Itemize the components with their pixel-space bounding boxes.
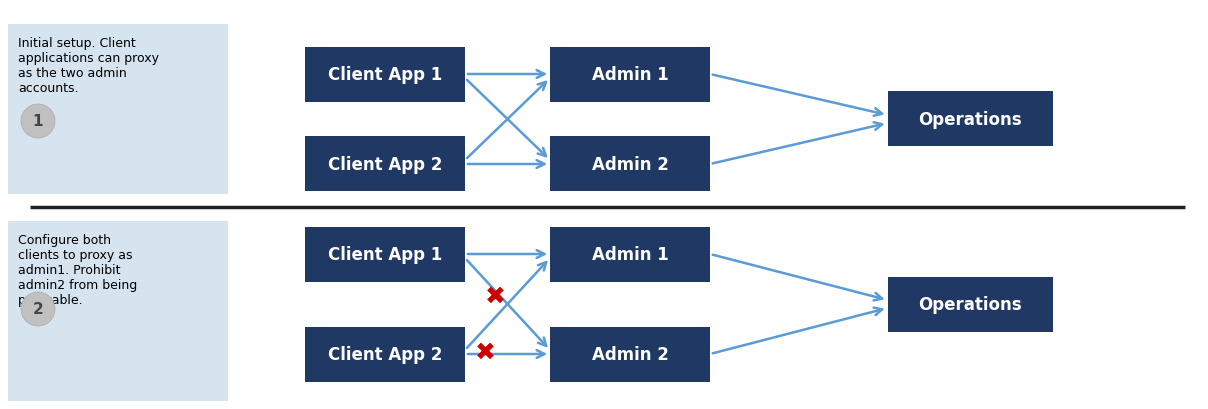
- Text: Operations: Operations: [918, 295, 1022, 313]
- FancyBboxPatch shape: [888, 277, 1052, 332]
- Text: Configure both
clients to proxy as
admin1. Prohibit
admin2 from being
proxyable.: Configure both clients to proxy as admin…: [18, 234, 138, 306]
- Text: Initial setup. Client
applications can proxy
as the two admin
accounts.: Initial setup. Client applications can p…: [18, 37, 159, 95]
- Text: 1: 1: [33, 114, 43, 129]
- Text: Client App 1: Client App 1: [327, 66, 442, 84]
- FancyBboxPatch shape: [550, 47, 710, 102]
- Circle shape: [21, 105, 56, 139]
- FancyBboxPatch shape: [888, 92, 1052, 147]
- FancyBboxPatch shape: [304, 327, 465, 382]
- FancyBboxPatch shape: [304, 47, 465, 102]
- FancyBboxPatch shape: [550, 227, 710, 282]
- Text: Client App 2: Client App 2: [327, 345, 442, 363]
- Text: Admin 1: Admin 1: [592, 66, 668, 84]
- FancyBboxPatch shape: [304, 227, 465, 282]
- Text: Admin 2: Admin 2: [592, 155, 668, 173]
- FancyBboxPatch shape: [8, 25, 228, 195]
- Text: Operations: Operations: [918, 111, 1022, 129]
- Text: 2: 2: [33, 302, 43, 317]
- Text: Admin 2: Admin 2: [592, 345, 668, 363]
- Text: Client App 1: Client App 1: [327, 245, 442, 263]
- Text: Client App 2: Client App 2: [327, 155, 442, 173]
- Text: ✖: ✖: [484, 284, 506, 308]
- FancyBboxPatch shape: [550, 327, 710, 382]
- Text: Admin 1: Admin 1: [592, 245, 668, 263]
- Text: ✖: ✖: [475, 340, 496, 364]
- FancyBboxPatch shape: [304, 137, 465, 192]
- Circle shape: [21, 292, 56, 326]
- FancyBboxPatch shape: [8, 221, 228, 401]
- FancyBboxPatch shape: [550, 137, 710, 192]
